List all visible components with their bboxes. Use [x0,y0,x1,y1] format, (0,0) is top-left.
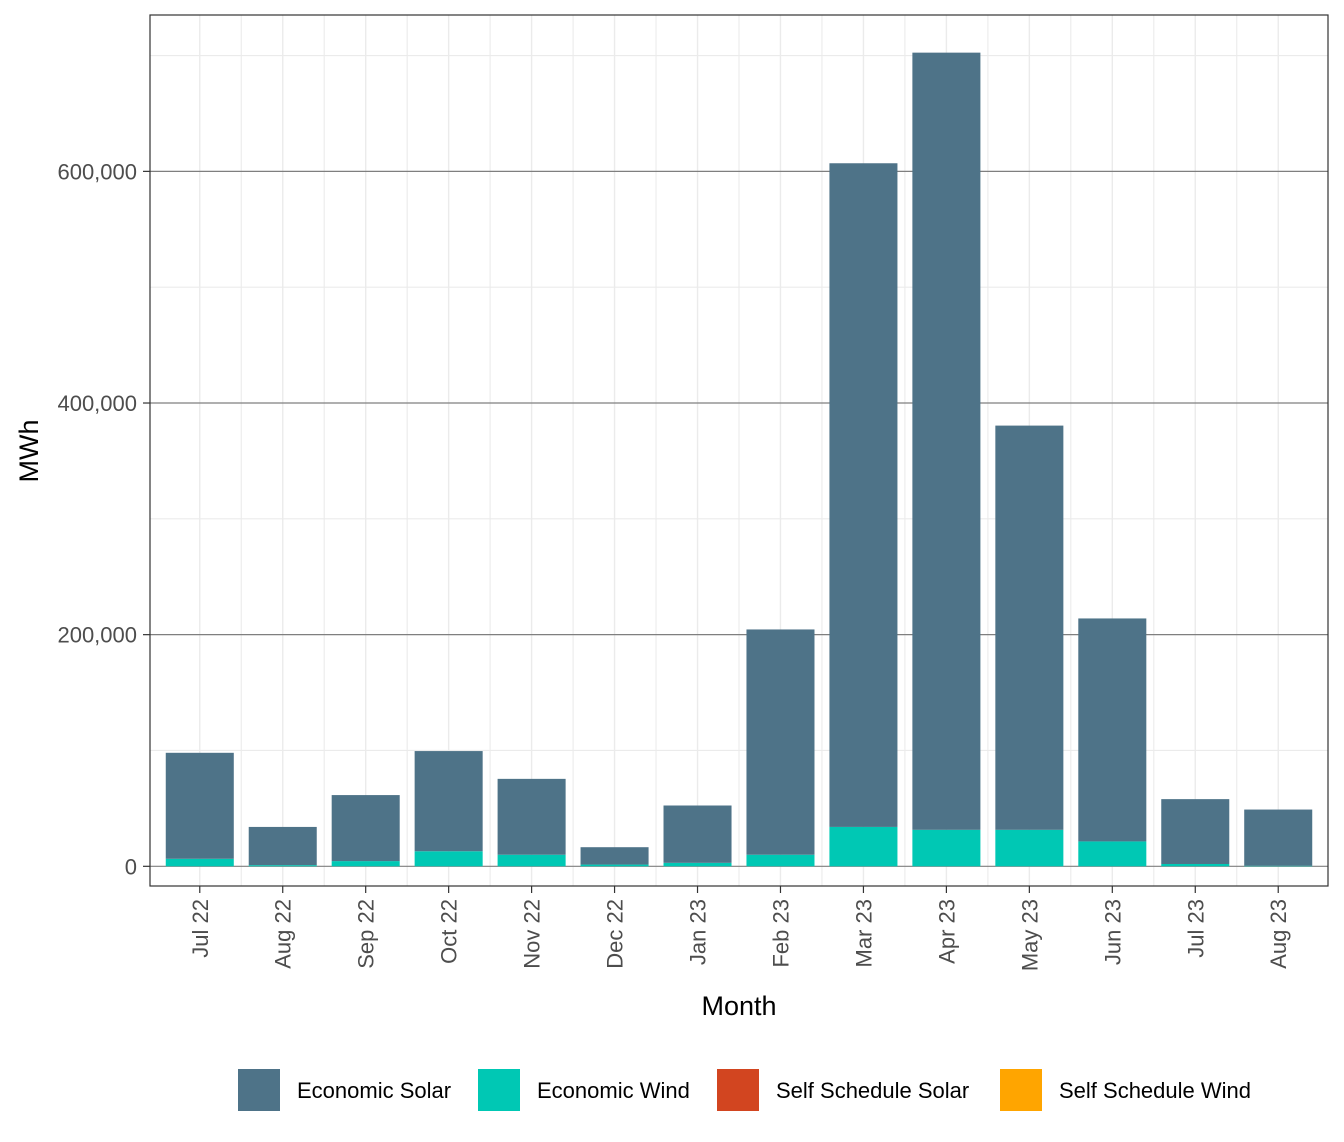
bar-economic-wind-aug-22 [248,865,317,867]
bar-economic-solar-sep-22 [331,795,400,862]
y-tick-label: 600,000 [57,159,137,184]
bar-economic-wind-jul-22 [165,858,234,867]
bar-economic-solar-jul-22 [165,752,234,859]
bar-economic-wind-sep-22 [331,861,400,867]
legend-key-economic-wind [478,1069,520,1111]
bar-economic-wind-jul-23 [1161,863,1230,867]
legend-label-economic-solar: Economic Solar [297,1078,451,1103]
bar-economic-wind-jan-23 [663,862,732,867]
bar-economic-wind-feb-23 [746,854,815,867]
legend-key-self-schedule-solar [717,1069,759,1111]
x-axis-title: Month [701,991,776,1021]
bar-economic-wind-nov-22 [497,854,566,867]
bar-economic-wind-mar-23 [829,826,898,867]
x-tick-label: Feb 23 [768,899,793,968]
y-tick-label: 200,000 [57,623,137,648]
bar-economic-solar-aug-23 [1244,809,1313,866]
x-tick-label: Jul 22 [188,899,213,958]
bar-economic-solar-oct-22 [414,751,483,852]
bar-economic-solar-may-23 [995,425,1064,830]
bar-economic-solar-dec-22 [580,847,649,865]
x-tick-label: Sep 22 [354,899,379,969]
legend-key-self-schedule-wind [1000,1069,1042,1111]
bar-layer [165,52,1313,867]
y-axis-title: MWh [14,420,44,483]
y-tick-label: 400,000 [57,391,137,416]
bar-economic-wind-jun-23 [1078,841,1147,867]
x-tick-label: May 23 [1017,899,1042,971]
legend-label-economic-wind: Economic Wind [537,1078,690,1103]
bar-economic-solar-nov-22 [497,778,566,855]
x-tick-label: Apr 23 [934,899,959,964]
y-tick-label: 0 [125,854,137,879]
bar-economic-solar-jan-23 [663,805,732,863]
legend-label-self-schedule-solar: Self Schedule Solar [776,1078,969,1103]
x-tick-label: Jan 23 [686,899,711,965]
bar-economic-wind-may-23 [995,829,1064,867]
legend-key-economic-solar [238,1069,280,1111]
bar-economic-solar-aug-22 [248,826,317,866]
x-tick-label: Oct 22 [437,899,462,964]
x-tick-label: Nov 22 [520,899,545,969]
plot-panel-border [149,14,1329,887]
bar-economic-solar-mar-23 [829,163,898,827]
x-tick-label: Mar 23 [851,899,876,967]
bar-economic-solar-jun-23 [1078,618,1147,842]
legend-label-self-schedule-wind: Self Schedule Wind [1059,1078,1251,1103]
bar-economic-solar-jul-23 [1161,799,1230,864]
axis-layer: 0 200,000 400,000 600,000 Jul 22 Aug 22 Sep 22… [57,159,1291,971]
x-tick-label: Jun 23 [1100,899,1125,965]
x-tick-label: Jul 23 [1183,899,1208,958]
bar-economic-solar-feb-23 [746,629,815,855]
bar-economic-solar-apr-23 [912,52,981,830]
x-tick-label: Aug 23 [1266,899,1291,969]
bar-economic-wind-oct-22 [414,851,483,867]
bar-economic-wind-dec-22 [580,864,649,867]
bar-economic-wind-apr-23 [912,829,981,867]
bar-economic-wind-aug-23 [1244,865,1313,867]
legend: Economic Solar Economic Wind Self Schedule… [238,1069,1251,1111]
x-tick-label: Aug 22 [271,899,296,969]
x-tick-label: Dec 22 [603,899,628,969]
